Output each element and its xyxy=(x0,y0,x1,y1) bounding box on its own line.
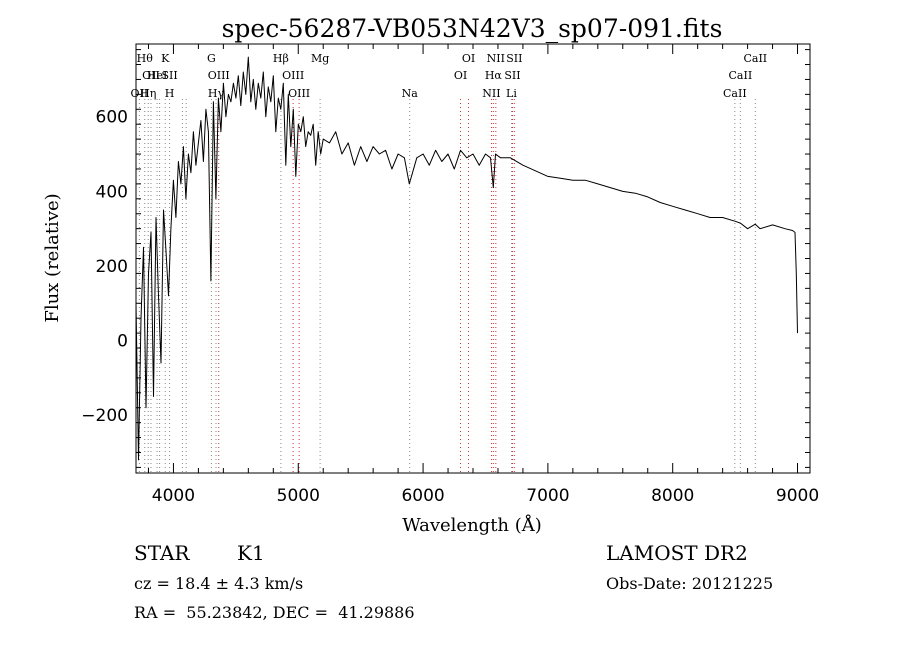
y-tick-label: 0 xyxy=(117,332,128,352)
line-label-7-1: SII xyxy=(161,69,177,82)
line-label-19-0: OI xyxy=(462,52,475,65)
x-axis: 4000 5000 6000 7000 8000 9000 xyxy=(147,44,819,506)
object-class: STAR xyxy=(134,541,190,565)
line-label-22-0: NII xyxy=(487,52,505,65)
line-label-12-0: OIII xyxy=(208,69,230,82)
survey-name: LAMOST DR2 xyxy=(606,541,748,565)
x-tick-label: 4000 xyxy=(152,486,195,506)
line-label-4-0: HeI xyxy=(147,69,167,82)
line-label-27-0: CaII xyxy=(729,69,753,82)
plot-frame xyxy=(135,43,811,474)
obs-date-text: Obs-Date: 20121225 xyxy=(606,574,774,593)
line-label-24-0: SII xyxy=(504,69,520,82)
line-label-1-0: Hθ xyxy=(137,52,154,65)
line-label-3-0: OII xyxy=(142,69,160,82)
line-label-13-0: Hβ xyxy=(273,52,289,65)
x-tick-label: 7000 xyxy=(526,486,569,506)
emission-line-markers: OIIHθHηOIIHeIKHSIIGHγOIIIHβOIIIOIIIMgNaO… xyxy=(131,52,767,473)
y-axis-label: Flux (relative) xyxy=(42,193,63,322)
line-label-11-0: Hγ xyxy=(208,87,225,100)
line-label-18-0: OI xyxy=(454,69,467,82)
line-label-15-0: OIII xyxy=(288,87,310,100)
line-label-17-0: Na xyxy=(402,87,419,100)
line-label-6-0: K xyxy=(161,52,170,65)
y-tick-label: 600 xyxy=(96,108,128,128)
line-label-16-0: Mg xyxy=(311,52,329,65)
line-label-0-0: OII xyxy=(131,87,149,100)
line-label-20-0: NII xyxy=(482,87,500,100)
line-label-10-0: G xyxy=(207,52,216,65)
line-label-7-0: H xyxy=(165,87,175,100)
line-label-21-0: Hα xyxy=(485,69,503,82)
x-axis-label: Wavelength (Å) xyxy=(402,514,542,536)
line-label-23-0: Li xyxy=(506,87,517,100)
y-tick-label: −200 xyxy=(81,406,128,426)
spectrum-line-0 xyxy=(135,56,798,461)
spectral-subclass: K1 xyxy=(237,541,265,565)
y-tick-label: 400 xyxy=(96,182,128,202)
x-tick-label: 9000 xyxy=(776,486,819,506)
coordinates-text: RA = 55.23842, DEC = 41.29886 xyxy=(134,603,415,622)
y-axis: −200 0 200 400 600 xyxy=(81,49,810,468)
x-tick-label: 8000 xyxy=(651,486,694,506)
line-label-28-0: CaII xyxy=(743,52,767,65)
y-tick-label: 200 xyxy=(96,257,128,277)
line-label-14-0: OIII xyxy=(282,69,304,82)
chart-title: spec-56287-VB053N42V3_sp07-091.fits xyxy=(222,14,723,43)
line-label-25-0: SII xyxy=(506,52,522,65)
x-tick-label: 6000 xyxy=(401,486,444,506)
line-label-26-0: CaII xyxy=(723,87,747,100)
spectrum-series xyxy=(135,56,798,461)
line-label-2-0: Hη xyxy=(140,87,156,100)
redshift-text: cz = 18.4 ± 4.3 km/s xyxy=(134,574,304,593)
x-tick-label: 5000 xyxy=(277,486,320,506)
